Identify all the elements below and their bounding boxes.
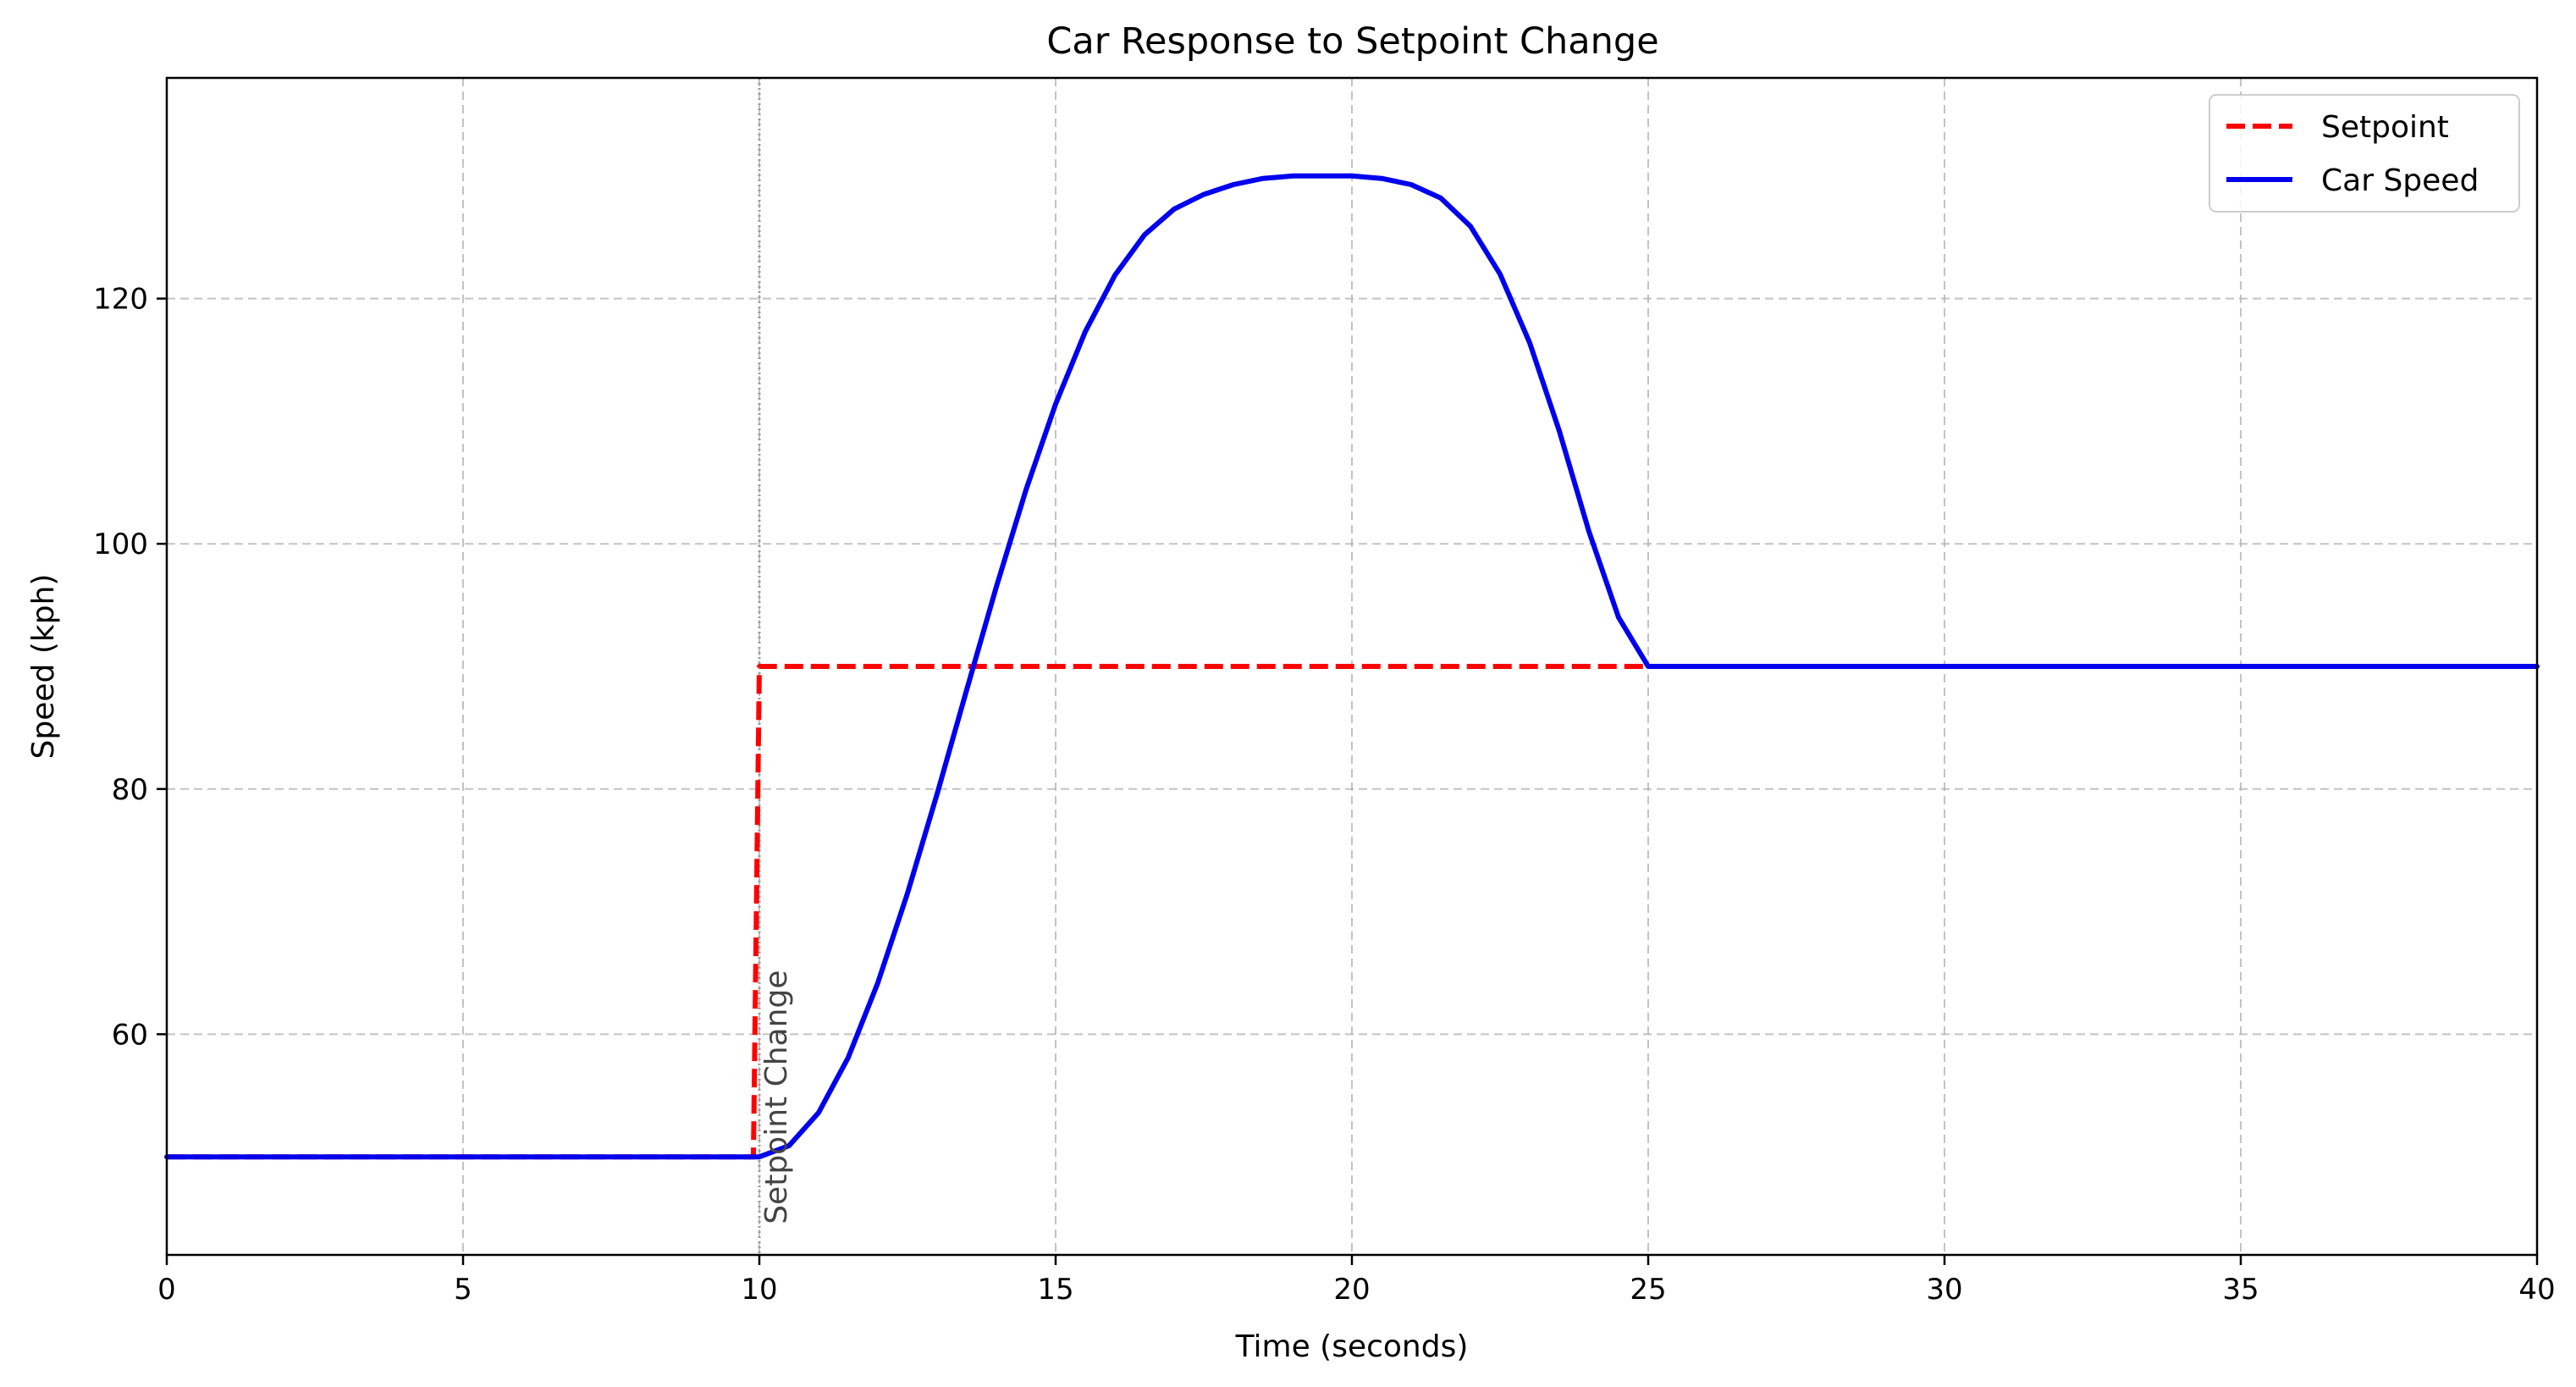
car-speed-line [164, 173, 2540, 1160]
y-tick-label: 60 [112, 1018, 148, 1052]
y-tick-label: 100 [93, 528, 148, 561]
legend-setpoint-label: Setpoint [2321, 110, 2449, 145]
y-axis-label: Speed (kph) [26, 574, 61, 760]
y-axis: 60 80 100 120 [93, 283, 167, 1052]
x-tick-label: 35 [2222, 1273, 2259, 1307]
x-tick-label: 25 [1630, 1273, 1666, 1307]
y-tick-label: 120 [93, 283, 148, 317]
x-tick-label: 20 [1333, 1273, 1370, 1307]
series-layer [164, 173, 2540, 1160]
setpoint-change-annotation: Setpoint Change [759, 970, 794, 1224]
x-axis: 0 5 10 15 20 25 30 35 40 [157, 1255, 2556, 1307]
x-tick-label: 15 [1037, 1273, 1073, 1307]
x-tick-label: 5 [454, 1273, 472, 1307]
x-tick-label: 10 [741, 1273, 777, 1307]
y-tick-label: 80 [112, 773, 148, 807]
x-tick-label: 40 [2518, 1273, 2555, 1307]
x-tick-label: 0 [157, 1273, 176, 1307]
legend: Setpoint Car Speed [2209, 94, 2520, 213]
x-axis-label: Time (seconds) [1235, 1329, 1469, 1364]
x-tick-label: 30 [1926, 1273, 1962, 1307]
chart-title: Car Response to Setpoint Change [1046, 20, 1658, 63]
legend-car-speed-label: Car Speed [2321, 163, 2479, 198]
